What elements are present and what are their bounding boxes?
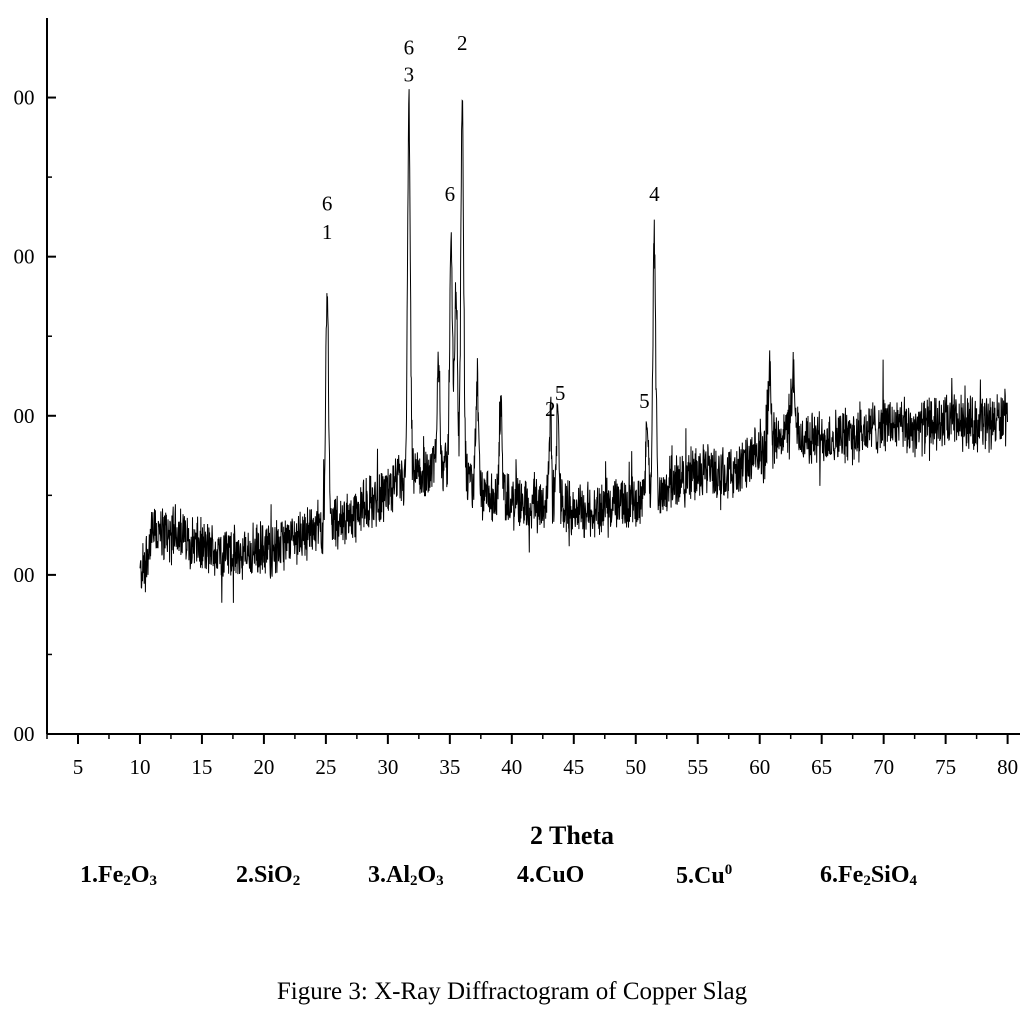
x-tick-label: 5 <box>73 755 84 779</box>
peak-label: 3 <box>404 63 415 87</box>
x-tick-label: 45 <box>563 755 584 779</box>
x-tick-label: 10 <box>129 755 150 779</box>
y-tick-label: 00 <box>14 722 35 746</box>
figure-caption: Figure 3: X-Ray Diffractogram of Copper … <box>276 978 748 1005</box>
y-tick-label: 00 <box>14 563 35 587</box>
x-tick-label: 70 <box>873 755 894 779</box>
x-tick-label: 35 <box>439 755 460 779</box>
x-tick-label: 30 <box>377 755 398 779</box>
legend-item-fe2sio4: 6.Fe2SiO4 <box>820 862 917 889</box>
x-tick-label: 80 <box>997 755 1018 779</box>
y-tick-label: 00 <box>14 404 35 428</box>
legend-item-cu0: 5.Cu0 <box>676 862 733 889</box>
x-tick-label: 15 <box>191 755 212 779</box>
phase-legend: 1.Fe2O3 2.SiO2 3.Al2O3 4.CuO 5.Cu0 6.Fe2… <box>0 862 1024 902</box>
x-tick-label: 75 <box>935 755 956 779</box>
x-tick-label: 20 <box>253 755 274 779</box>
axes <box>46 18 1020 735</box>
x-tick-label: 55 <box>687 755 708 779</box>
x-tick-label: 40 <box>501 755 522 779</box>
peak-label: 6 <box>322 192 333 216</box>
legend-item-sio2: 2.SiO2 <box>236 862 301 889</box>
y-axis-ticks: 00 00 00 00 00 <box>14 86 56 746</box>
y-tick-label: 00 <box>14 86 35 110</box>
peak-label: 6 <box>404 36 415 60</box>
peak-label: 4 <box>649 182 660 206</box>
x-axis-ticks: 5 10 15 20 25 30 35 40 45 50 55 60 65 70 75 80 <box>46 734 1018 779</box>
peak-label: 2 <box>545 397 556 421</box>
peak-label: 6 <box>445 182 456 206</box>
peak-label: 1 <box>322 220 333 244</box>
x-tick-label: 65 <box>811 755 832 779</box>
x-axis-label: 2 Theta <box>530 821 614 850</box>
peak-label: 5 <box>639 389 650 413</box>
legend-item-fe2o3: 1.Fe2O3 <box>80 862 157 889</box>
diffraction-series-line <box>139 89 1008 603</box>
y-tick-label: 00 <box>14 245 35 269</box>
legend-item-cuo: 4.CuO <box>517 862 585 888</box>
x-tick-label: 25 <box>315 755 336 779</box>
legend-item-al2o3: 3.Al2O3 <box>368 862 444 889</box>
peak-label: 5 <box>555 381 566 405</box>
x-tick-label: 60 <box>749 755 770 779</box>
peak-label: 2 <box>457 31 468 55</box>
x-tick-label: 50 <box>625 755 646 779</box>
